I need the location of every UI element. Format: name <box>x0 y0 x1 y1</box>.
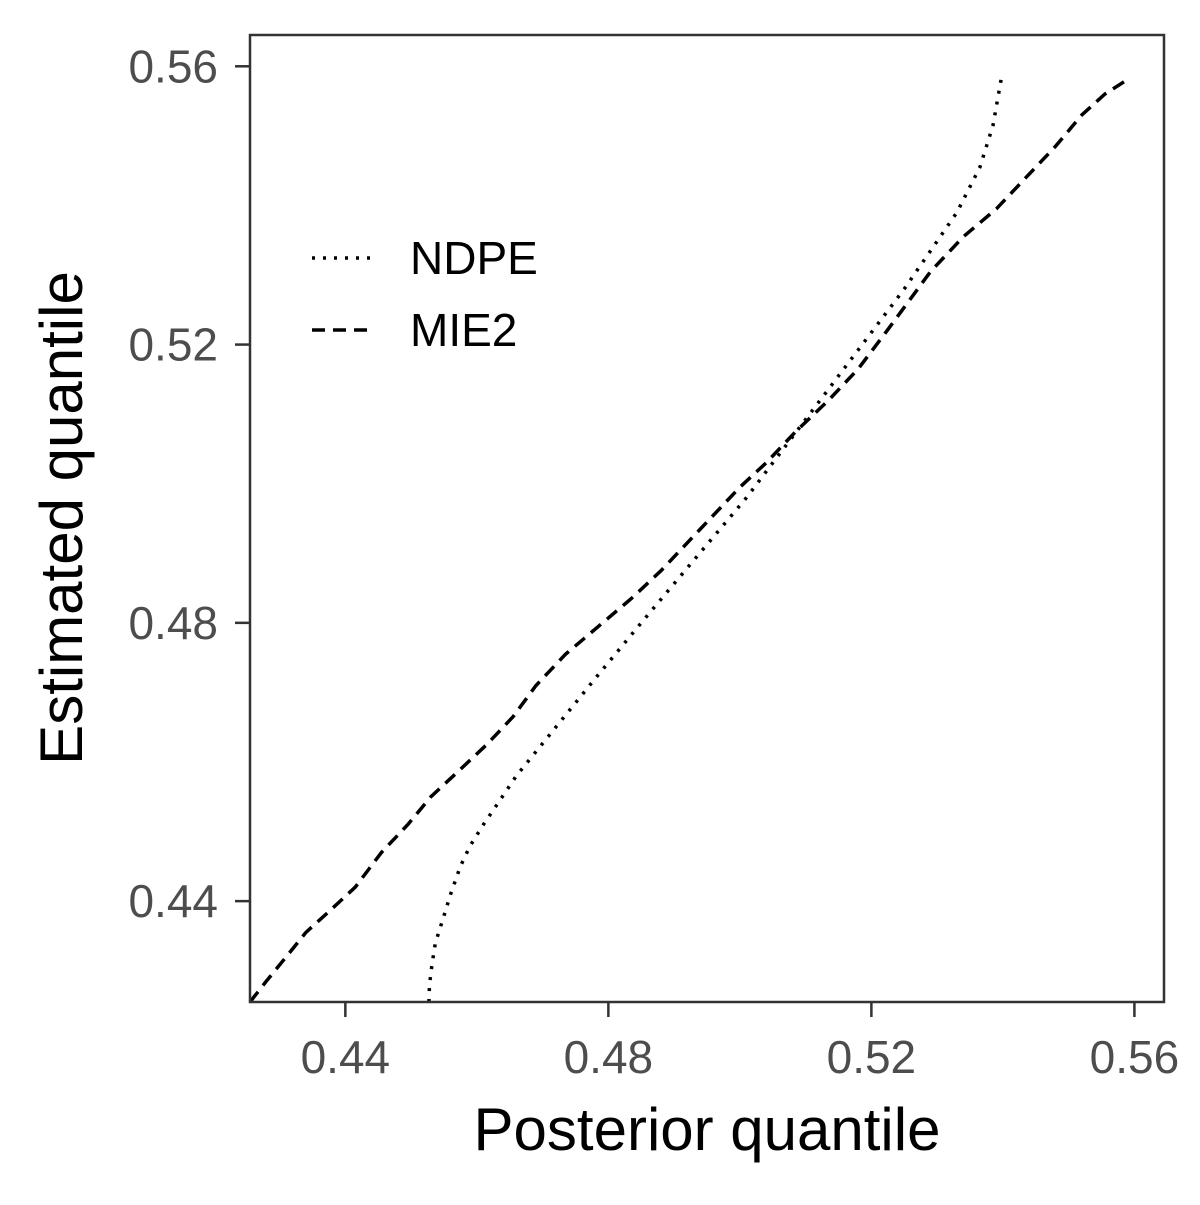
y-tick-label: 0.56 <box>128 40 218 92</box>
series-layer <box>248 76 1128 1004</box>
x-tick-label: 0.44 <box>301 1031 391 1083</box>
y-tick-label: 0.52 <box>128 319 218 371</box>
legend-label-ndpe: NDPE <box>410 232 538 284</box>
legend-label-mie2: MIE2 <box>410 304 517 356</box>
x-axis-title: Posterior quantile <box>474 1096 941 1163</box>
y-tick-label: 0.48 <box>128 597 218 649</box>
x-tick-label: 0.52 <box>827 1031 917 1083</box>
x-tick-label: 0.48 <box>564 1031 654 1083</box>
y-tick-label: 0.44 <box>128 875 218 927</box>
series-line-ndpe <box>427 76 1004 1003</box>
x-tick-label: 0.56 <box>1090 1031 1180 1083</box>
y-axis-title: Estimated quantile <box>28 271 95 765</box>
plot-panel-border <box>248 33 1166 1004</box>
series-line-mie2 <box>248 78 1128 1004</box>
axes-layer: 0.44 0.48 0.52 0.56 0.44 0.48 0.52 0.56 <box>128 40 1179 1083</box>
legend: NDPE MIE2 <box>312 232 538 356</box>
